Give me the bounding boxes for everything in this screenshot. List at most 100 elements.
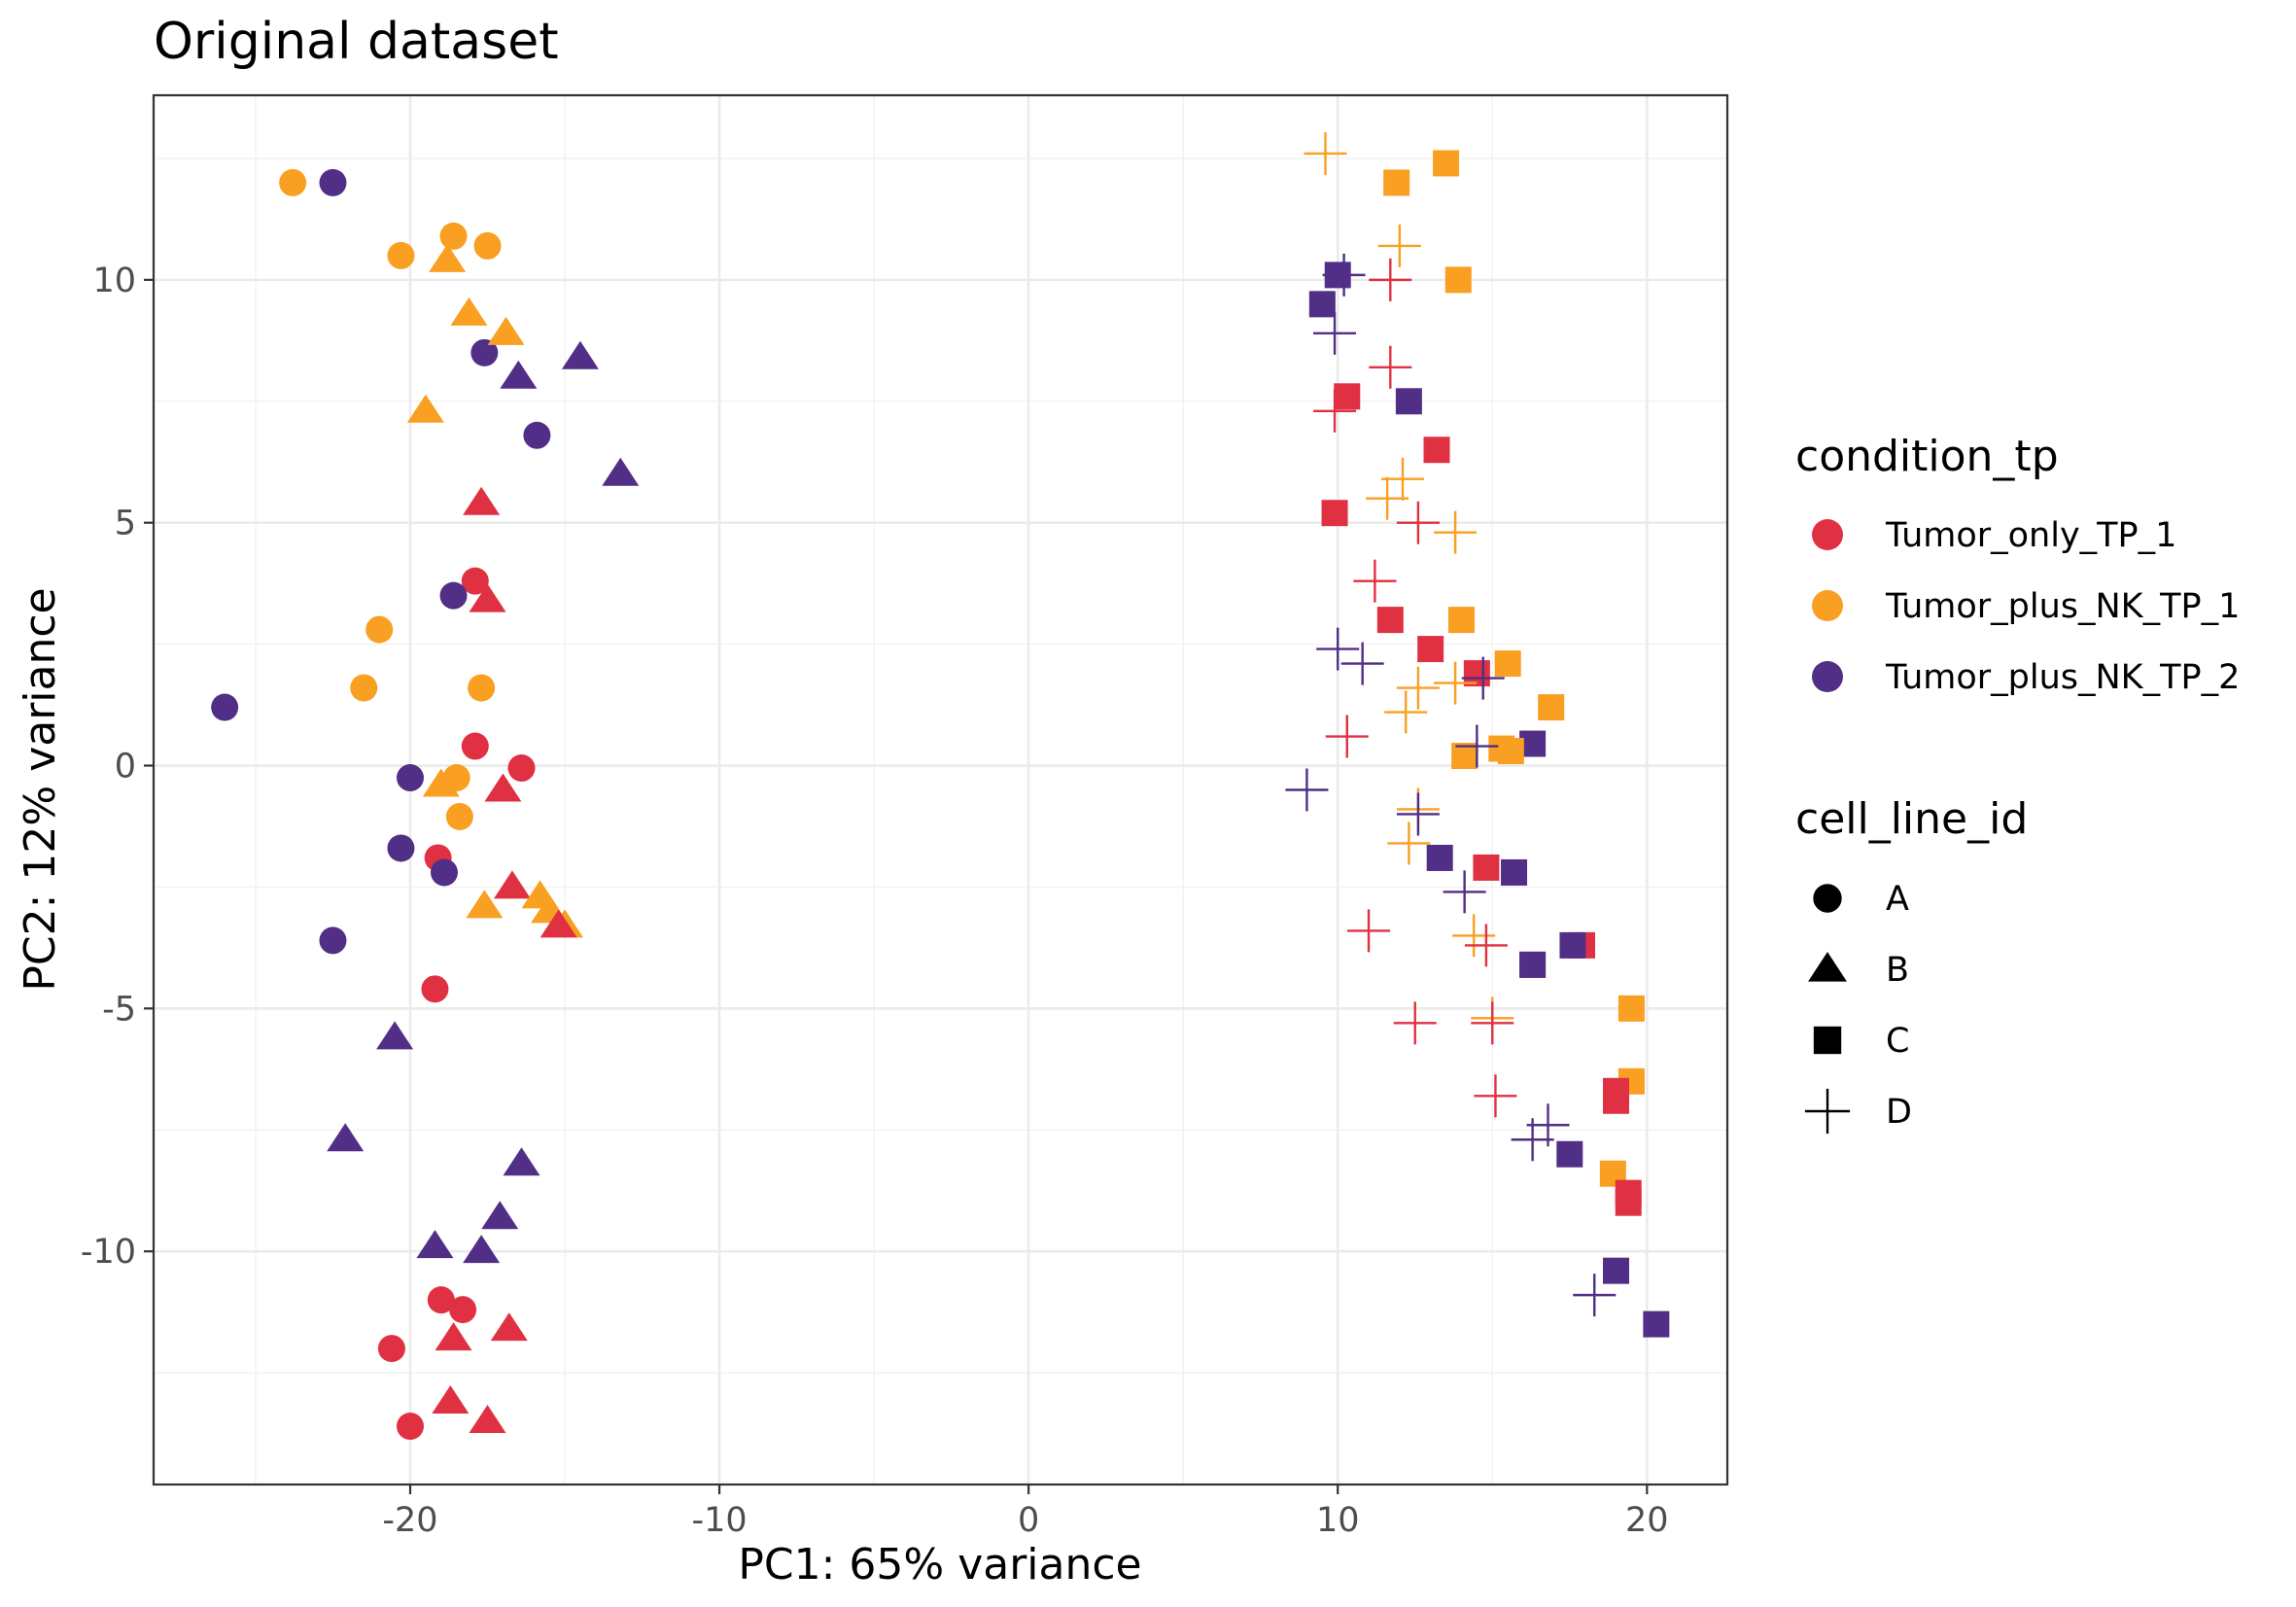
data-point-plus: [1464, 924, 1508, 967]
data-points: [211, 131, 1670, 1441]
data-point-triangle: [466, 890, 504, 919]
legend-label-shape: D: [1886, 1093, 1912, 1132]
data-point-plus: [1396, 666, 1440, 710]
data-point-plus: [1369, 345, 1412, 389]
x-tick-label: 20: [1625, 1501, 1669, 1540]
data-point-square: [1473, 854, 1500, 881]
data-point-circle: [397, 764, 425, 792]
data-point-plus: [1434, 510, 1478, 554]
data-point-circle: [523, 421, 551, 449]
legend-label-color: Tumor_plus_NK_TP_2: [1885, 658, 2240, 697]
data-point-plus: [1340, 642, 1384, 685]
data-point-circle: [449, 1296, 477, 1324]
data-point-square: [1417, 636, 1444, 663]
panel-border: [152, 93, 1729, 1486]
data-point-square: [1423, 437, 1450, 464]
data-point-square: [1519, 951, 1547, 978]
data-point-circle: [430, 858, 458, 887]
data-point-circle: [470, 338, 499, 367]
data-point-circle: [377, 1335, 405, 1363]
data-point-plus: [1434, 661, 1478, 705]
legend-key-color: [1812, 661, 1843, 692]
data-point-triangle: [376, 1021, 414, 1050]
data-point-circle: [319, 168, 347, 196]
data-point-plus: [1285, 768, 1329, 812]
color-legend: condition_tp Tumor_only_TP_1 Tumor_plus_N…: [1795, 432, 2240, 697]
data-point-circle: [461, 567, 489, 595]
data-point-plus: [1369, 258, 1412, 301]
data-point-triangle: [416, 1230, 454, 1259]
data-point-square: [1308, 291, 1336, 318]
data-point-triangle: [487, 316, 525, 345]
data-point-square: [1426, 844, 1453, 871]
legend-key-color: [1812, 519, 1843, 550]
data-point-circle: [421, 975, 449, 1003]
legend-key-shape: [1804, 1088, 1851, 1135]
y-tick-label: -5: [102, 990, 136, 1029]
x-axis-label: PC1: 65% variance: [738, 1540, 1141, 1590]
data-point-triangle: [469, 583, 506, 612]
data-point-square: [1497, 738, 1524, 765]
data-point-plus: [1322, 253, 1366, 297]
data-point-circle: [387, 241, 415, 269]
legend-key-shape: [1813, 884, 1842, 913]
data-point-circle: [387, 834, 415, 862]
data-point-square: [1538, 694, 1565, 721]
data-point-triangle: [450, 297, 488, 326]
data-point-circle: [319, 926, 347, 955]
data-point-plus: [1461, 656, 1505, 700]
legend-key-color: [1812, 590, 1843, 621]
legend-label-shape: C: [1886, 1022, 1909, 1061]
legend-label-color: Tumor_plus_NK_TP_1: [1885, 587, 2240, 626]
legend-key-shape: [1808, 952, 1847, 982]
data-point-plus: [1393, 1001, 1437, 1045]
data-point-circle: [279, 168, 307, 196]
data-point-triangle: [602, 457, 640, 486]
y-tick-label: 0: [115, 748, 136, 786]
shape-legend-title: cell_line_id: [1795, 794, 2028, 844]
data-point-square: [1501, 858, 1528, 886]
data-point-square: [1494, 650, 1521, 678]
y-axis-label: PC2: 12% variance: [16, 587, 65, 991]
data-point-plus: [1347, 909, 1391, 953]
data-point-circle: [350, 674, 378, 702]
data-point-square: [1433, 150, 1460, 177]
data-point-triangle: [484, 773, 522, 802]
data-point-triangle: [500, 360, 538, 389]
data-point-square: [1556, 1140, 1583, 1168]
data-point-plus: [1396, 501, 1440, 544]
data-point-circle: [473, 231, 502, 260]
data-point-square: [1321, 500, 1348, 527]
grid-lines: [154, 95, 1727, 1485]
data-point-triangle: [539, 909, 577, 938]
data-point-triangle: [463, 1235, 501, 1264]
data-point-plus: [1377, 224, 1421, 267]
data-point-plus: [1455, 724, 1499, 768]
data-point-square: [1602, 1257, 1629, 1284]
x-tick-label: 10: [1316, 1501, 1360, 1540]
data-point-square: [1447, 607, 1475, 634]
data-point-plus: [1325, 715, 1369, 758]
data-point-circle: [461, 732, 489, 760]
data-point-triangle: [469, 1405, 506, 1434]
data-point-triangle: [327, 1123, 365, 1152]
data-point-triangle: [561, 340, 599, 369]
data-point-square: [1395, 388, 1422, 415]
data-point-circle: [507, 754, 536, 783]
data-point-triangle: [406, 394, 444, 423]
y-tick-label: -10: [81, 1233, 136, 1272]
data-point-triangle: [435, 1322, 472, 1351]
data-point-circle: [439, 581, 468, 610]
x-tick-label: -10: [691, 1501, 747, 1540]
data-point-plus: [1384, 690, 1428, 734]
data-point-plus: [1313, 311, 1357, 355]
data-point-plus: [1452, 914, 1496, 958]
data-point-plus: [1474, 1074, 1517, 1118]
data-point-triangle: [422, 768, 460, 797]
x-tick-label: -20: [382, 1501, 437, 1540]
data-point-plus: [1366, 476, 1409, 520]
data-point-plus: [1353, 559, 1397, 603]
